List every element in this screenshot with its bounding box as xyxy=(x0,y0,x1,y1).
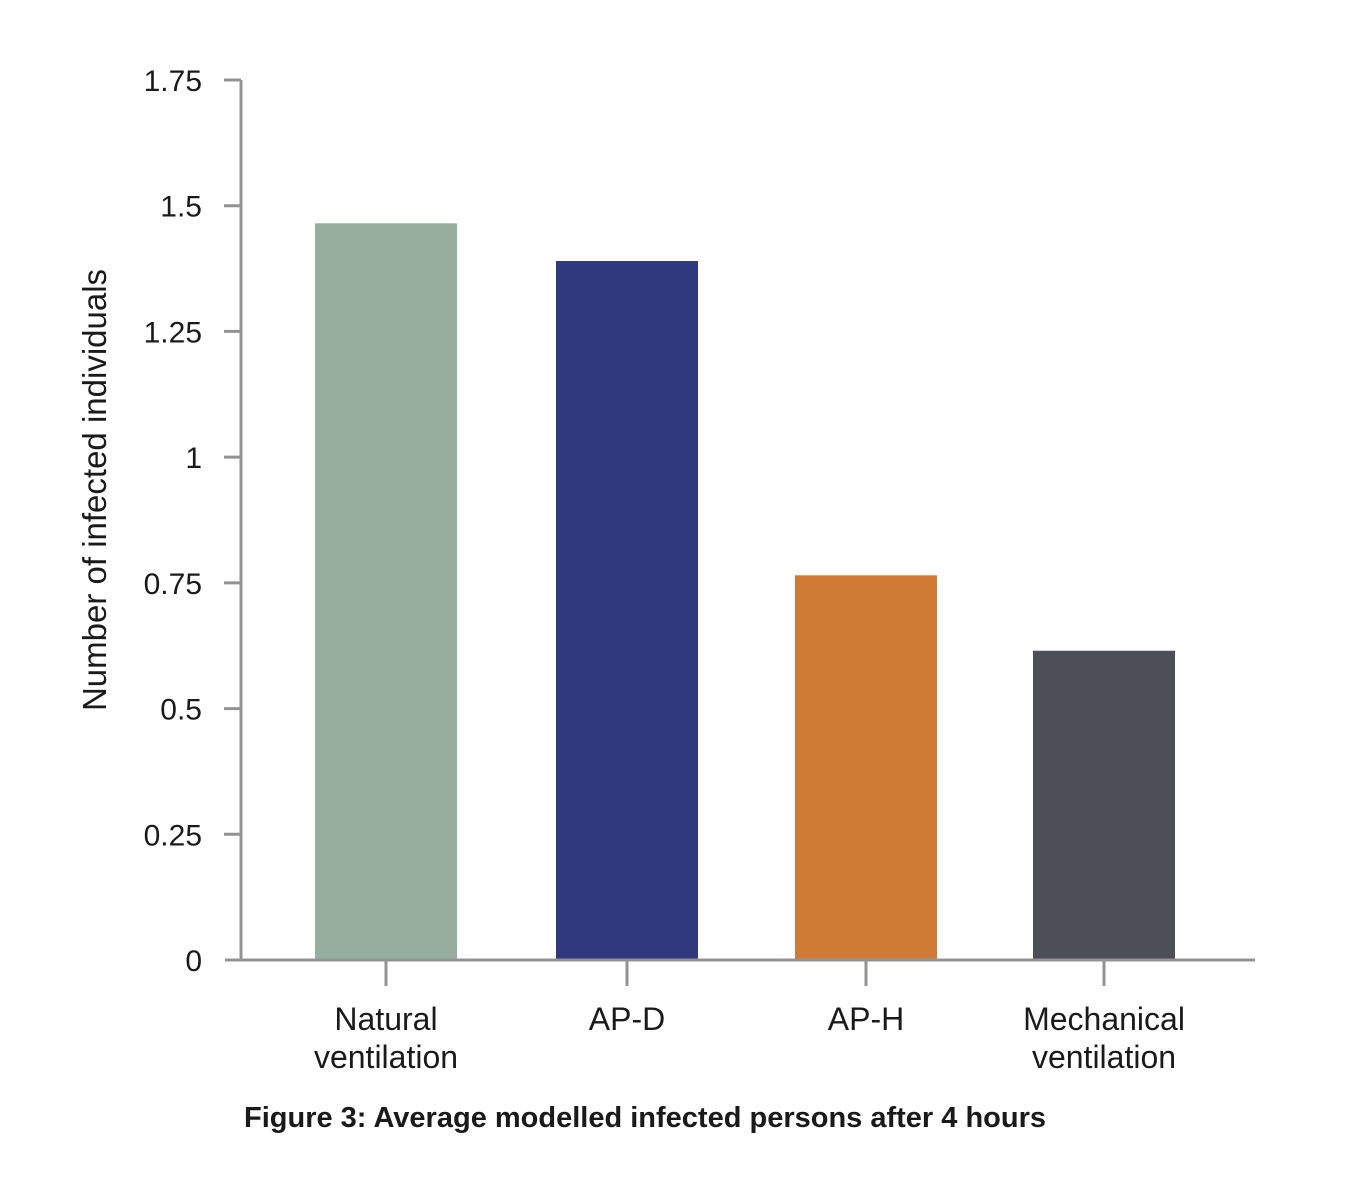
y-tick-label: 1.75 xyxy=(144,65,202,98)
bar xyxy=(1033,650,1175,960)
figure-caption: Figure 3: Average modelled infected pers… xyxy=(244,1102,1047,1134)
y-tick-label: 1 xyxy=(185,442,202,475)
y-tick-label: 0.5 xyxy=(160,694,202,727)
x-tick-label: Mechanical ventilation xyxy=(1023,1001,1185,1075)
bars-group xyxy=(315,223,1175,961)
bar xyxy=(795,575,937,960)
y-tick-label: 0.25 xyxy=(144,819,202,852)
x-tick-label: AP-H xyxy=(828,1001,904,1037)
x-tick-label: Natural ventilation xyxy=(314,1001,458,1075)
x-tick-label: AP-D xyxy=(589,1001,665,1037)
y-tick-label: 1.5 xyxy=(160,191,202,224)
bar xyxy=(315,223,457,961)
axes-group xyxy=(224,78,1255,986)
y-tick-label: 0 xyxy=(185,945,202,978)
labels-group: 0 0.25 0.5 0.75 1 1.25 1.5 1.75 Natural ventilati… xyxy=(144,65,1185,1075)
y-tick-label: 0.75 xyxy=(144,568,202,601)
bar xyxy=(556,261,698,960)
y-tick-label: 1.25 xyxy=(144,316,202,349)
y-axis-title: Number of infected individuals xyxy=(76,269,113,711)
